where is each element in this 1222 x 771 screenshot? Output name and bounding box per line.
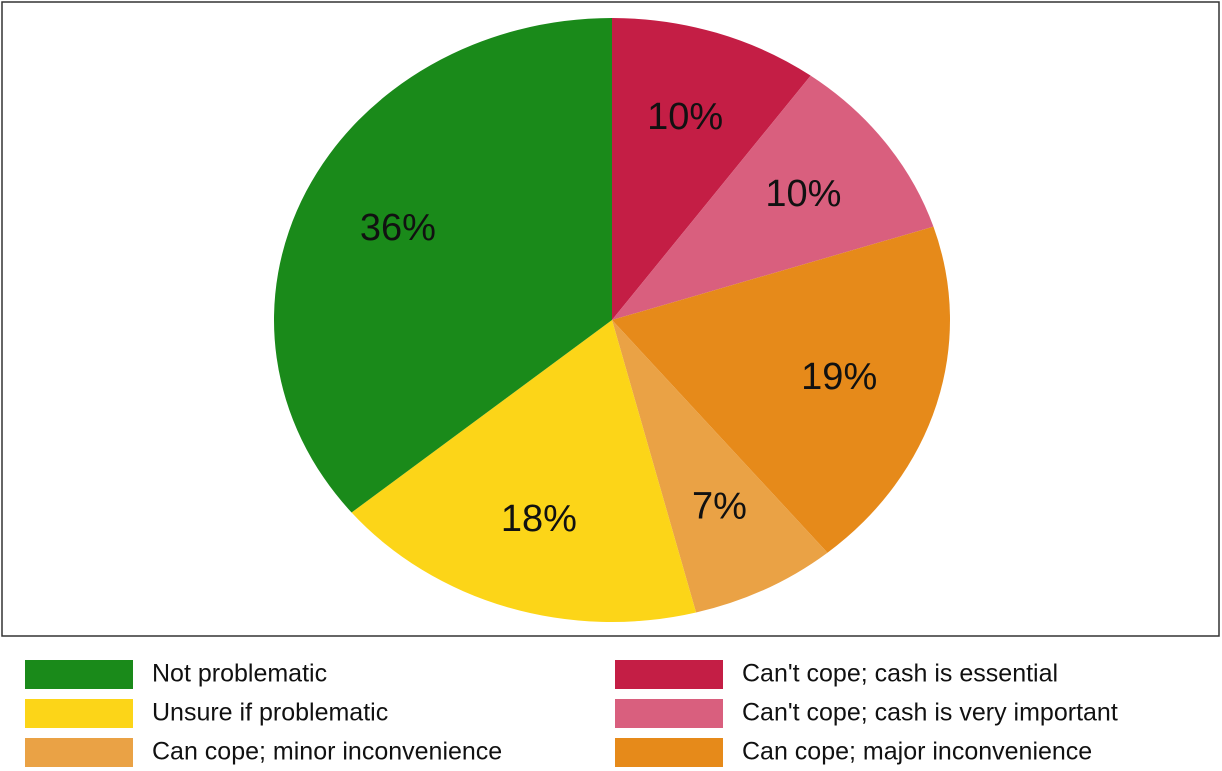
- slice-label: 36%: [360, 207, 436, 249]
- pie-slice: [273, 18, 612, 513]
- legend-swatch: [615, 660, 723, 689]
- slice-label: 10%: [765, 173, 841, 215]
- legend-label: Can cope; major inconvenience: [742, 738, 1092, 766]
- legend-label: Not problematic: [152, 660, 327, 688]
- slice-label: 18%: [501, 498, 577, 540]
- legend-label: Can't cope; cash is essential: [742, 660, 1058, 688]
- pie-slice: [351, 320, 697, 622]
- pie-slice: [612, 226, 950, 553]
- legend-label: Can't cope; cash is very important: [742, 699, 1118, 727]
- pie-slice: [612, 320, 828, 613]
- legend-swatch: [615, 699, 723, 728]
- pie-slice: [612, 18, 811, 320]
- legend-swatch: [25, 660, 133, 689]
- legend-label: Unsure if problematic: [152, 699, 388, 727]
- slice-label: 7%: [692, 485, 747, 527]
- slice-label: 10%: [647, 96, 723, 138]
- slice-label: 19%: [801, 356, 877, 398]
- legend-swatch: [25, 738, 133, 767]
- legend-label: Can cope; minor inconvenience: [152, 738, 502, 766]
- legend-swatch: [25, 699, 133, 728]
- pie-slice: [612, 75, 934, 320]
- legend-swatch: [615, 738, 723, 767]
